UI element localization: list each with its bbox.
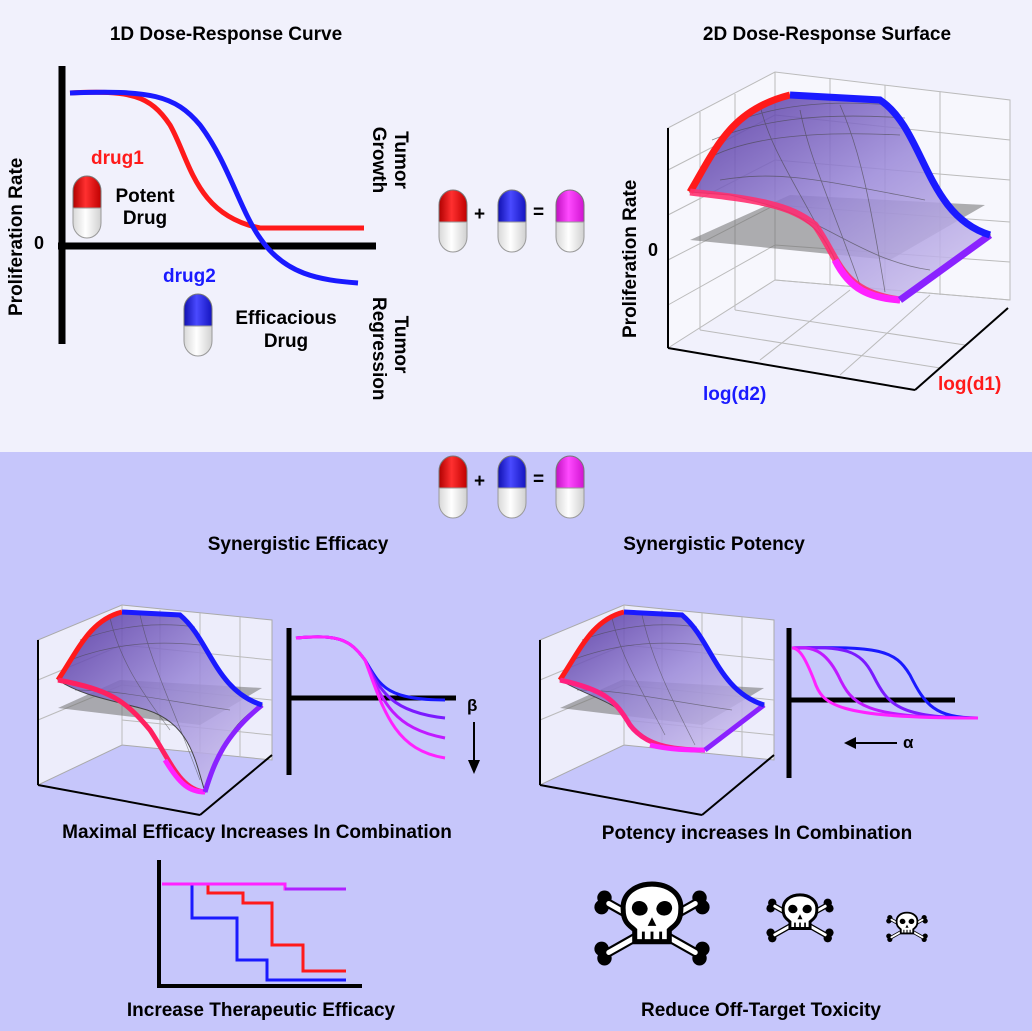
therapeutic-caption: Increase Therapeutic Efficacy: [126, 1000, 396, 1021]
twod-title: 2D Dose-Response Surface: [702, 24, 952, 45]
efficacy-curves-plot: [286, 628, 480, 775]
skull-crossbones-icon: [652, 910, 653, 911]
alpha-label: α: [903, 733, 914, 752]
left-arrow-icon: [844, 737, 897, 749]
drug2-label: drug2: [163, 266, 216, 287]
skull-crossbones-icon: [800, 910, 801, 911]
twod-surface-plot: [667, 71, 1011, 391]
equals-sign: =: [533, 202, 545, 223]
potency-curves-plot: [786, 628, 979, 778]
plus-sign: +: [474, 471, 486, 492]
down-arrow-icon: [468, 722, 480, 774]
oned-title: 1D Dose-Response Curve: [109, 24, 343, 45]
oned-curve-plot: [58, 66, 376, 344]
efficacy-surface-plot: [37, 604, 273, 816]
toxicity-caption: Reduce Off-Target Toxicity: [641, 1000, 881, 1021]
logd2-label: log(d2): [703, 384, 767, 405]
surface-drug1-edge: [686, 91, 791, 194]
potency-surface-plot: [539, 604, 775, 816]
efficacious-drug-label: Efficacious Drug: [235, 308, 337, 352]
potent-drug-label: Potent Drug: [115, 186, 175, 229]
equals-sign: =: [533, 469, 545, 490]
drug1-label: drug1: [91, 148, 144, 169]
surface-zero-label: 0: [648, 240, 659, 260]
syn-potency-title: Synergistic Potency: [623, 534, 805, 555]
surface-combination-edge: [831, 258, 901, 304]
oned-zero-label: 0: [34, 233, 45, 253]
potency-caption: Potency increases In Combination: [601, 823, 913, 844]
plus-sign: +: [474, 204, 486, 225]
beta-label: β: [467, 696, 478, 715]
efficacy-caption: Maximal Efficacy Increases In Combinatio…: [62, 822, 452, 843]
drug2-curve: [69, 89, 359, 286]
survival-step-plot: [157, 860, 362, 988]
syn-efficacy-title: Synergistic Efficacy: [207, 534, 389, 555]
skull-crossbones-icon: [884, 910, 930, 944]
logd1-label: log(d1): [938, 374, 1002, 395]
surface-drug2-edge: [789, 91, 992, 239]
